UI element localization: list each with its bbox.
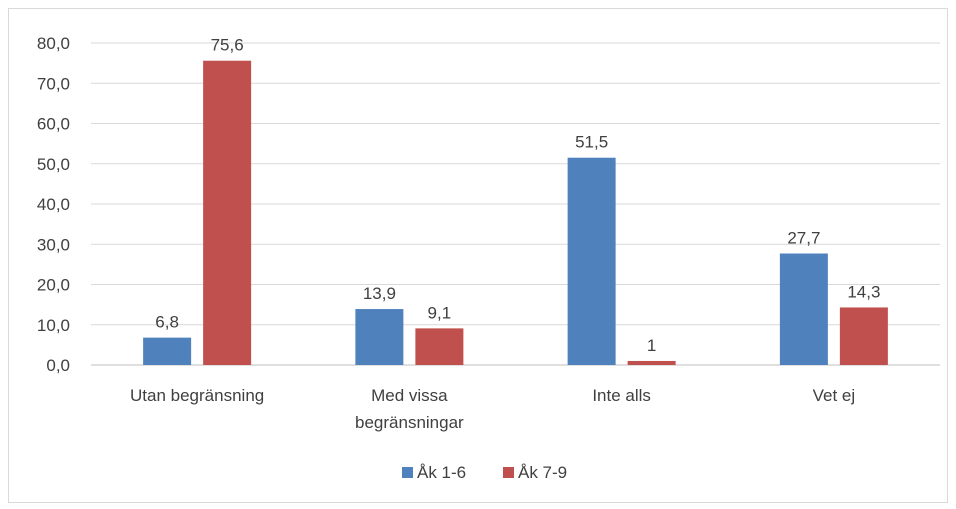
bar (415, 328, 464, 365)
bar (627, 360, 676, 365)
category-label: Utan begränsning (130, 386, 264, 405)
y-tick-label: 20,0 (37, 276, 70, 295)
y-tick-label: 30,0 (37, 235, 70, 254)
data-label: 9,1 (428, 303, 452, 322)
category-label: Vet ej (813, 386, 856, 405)
y-tick-label: 70,0 (37, 74, 70, 93)
legend-swatch (402, 467, 413, 478)
data-label: 1 (647, 336, 656, 355)
bar (355, 309, 404, 365)
data-label: 27,7 (787, 229, 820, 248)
data-label: 6,8 (155, 313, 179, 332)
y-tick-label: 80,0 (37, 34, 70, 53)
data-label: 13,9 (363, 284, 396, 303)
legend-label: Åk 1-6 (417, 463, 466, 482)
y-tick-label: 0,0 (46, 356, 70, 375)
y-tick-label: 60,0 (37, 115, 70, 134)
data-label: 14,3 (847, 282, 880, 301)
legend-label: Åk 7-9 (518, 463, 567, 482)
y-tick-label: 50,0 (37, 155, 70, 174)
category-label: Med vissa (371, 386, 448, 405)
data-label: 75,6 (211, 36, 244, 55)
category-label: begränsningar (355, 413, 464, 432)
bar (203, 60, 252, 366)
category-label: Inte alls (592, 386, 651, 405)
legend-swatch (503, 467, 514, 478)
bar (567, 157, 616, 365)
bar (779, 253, 828, 365)
bar (143, 337, 192, 365)
y-tick-label: 10,0 (37, 316, 70, 335)
data-label: 51,5 (575, 133, 608, 152)
bar (839, 307, 888, 365)
y-tick-label: 40,0 (37, 195, 70, 214)
